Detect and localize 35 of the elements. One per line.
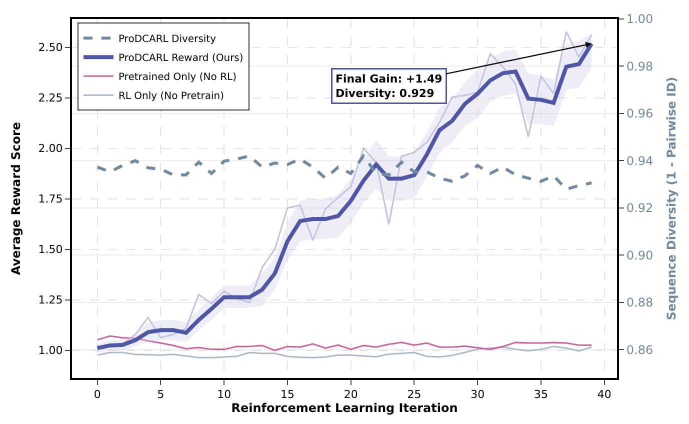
y2-tick-label: 0.88: [626, 296, 654, 310]
y-tick-label: 2.50: [38, 41, 63, 54]
legend-label: Pretrained Only (No RL): [118, 72, 237, 83]
x-tick-label: 30: [470, 388, 485, 402]
y2-tick-label: 0.94: [626, 154, 654, 168]
x-tick-label: 40: [597, 388, 612, 402]
x-tick-label: 5: [157, 388, 164, 402]
legend-label: ProDCARL Reward (Ours): [118, 52, 244, 64]
x-tick-label: 35: [534, 388, 548, 402]
legend-label: RL Only (No Pretrain): [118, 90, 224, 102]
x-tick-label: 20: [344, 388, 358, 402]
line-series: [96, 335, 592, 352]
x-tick-label: 25: [407, 388, 422, 402]
line-series: [96, 154, 594, 191]
y2-tick-label: 0.92: [626, 201, 654, 216]
y-tick-label: 1.25: [38, 294, 63, 307]
y2-tick-label: 0.86: [626, 342, 654, 357]
y-tick-label: 1.50: [38, 243, 63, 256]
y-tick-label: 2.00: [38, 142, 63, 156]
annotation: Final Gain: +1.49 Diversity: 0.929: [336, 72, 442, 100]
y2-tick-label: 0.90: [626, 248, 654, 262]
y-tick-label: 1.75: [38, 192, 63, 206]
y2-tick-label: 0.98: [626, 59, 654, 74]
x-axis-title: Reinforcement Learning Iteration: [231, 401, 458, 416]
y-tick-label: 1.00: [38, 344, 63, 358]
x-tick-label: 0: [94, 388, 101, 402]
x-tick-label: 10: [217, 388, 232, 402]
y2-axis-title: Sequence Diversity (1 - Pairwise ID): [664, 76, 679, 320]
y2-tick-label: 0.96: [626, 106, 654, 121]
legend-label: ProDCARL Diversity: [118, 34, 216, 45]
y2-tick-label: 1.00: [626, 12, 654, 26]
y-tick-label: 2.25: [38, 92, 63, 105]
y-axis-title: Average Reward Score: [9, 122, 24, 276]
line-series: [96, 346, 592, 358]
x-tick-label: 15: [280, 388, 294, 402]
